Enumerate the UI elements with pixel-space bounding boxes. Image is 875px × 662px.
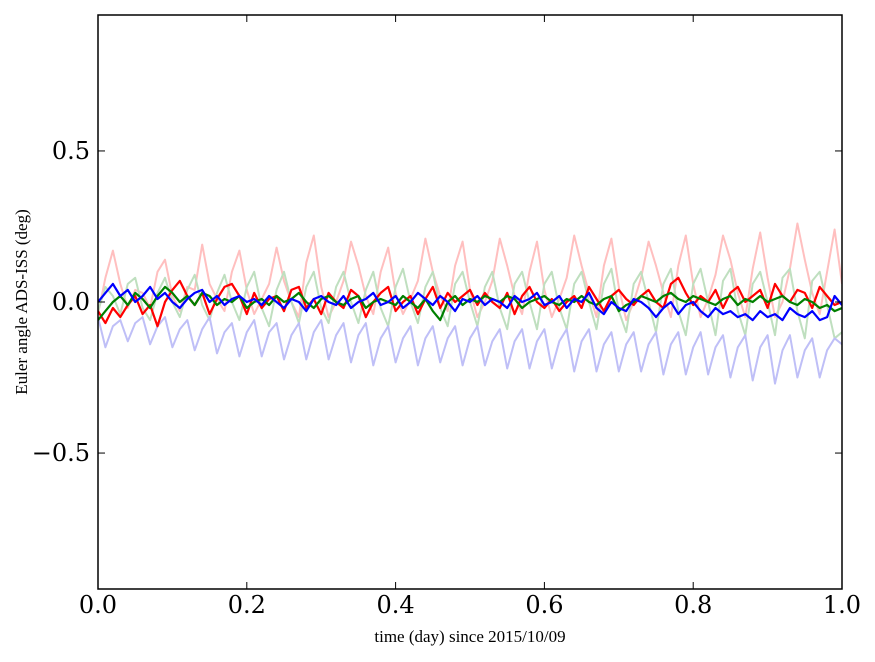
series-line-4 (98, 276, 842, 328)
x-tick-label: 0.8 (674, 591, 712, 619)
y-axis-label: Euler angle ADS-ISS (deg) (12, 209, 31, 395)
x-axis: 0.0 0.2 0.4 0.6 0.8 1.0 (79, 15, 861, 619)
series-layer (98, 222, 842, 385)
series-line-6 (98, 282, 842, 322)
y-axis: −0.5 0.0 0.5 (32, 137, 842, 467)
x-tick-label: 0.4 (377, 591, 415, 619)
y-tick-label: 0.0 (52, 288, 90, 316)
x-tick-label: 0.2 (228, 591, 266, 619)
series-line-3 (98, 316, 842, 385)
x-tick-label: 0.6 (525, 591, 563, 619)
y-tick-label: −0.5 (32, 439, 90, 467)
x-axis-label: time (day) since 2015/10/09 (374, 627, 565, 646)
y-tick-label: 0.5 (52, 137, 90, 165)
x-tick-label: 1.0 (823, 591, 861, 619)
x-tick-label: 0.0 (79, 591, 117, 619)
